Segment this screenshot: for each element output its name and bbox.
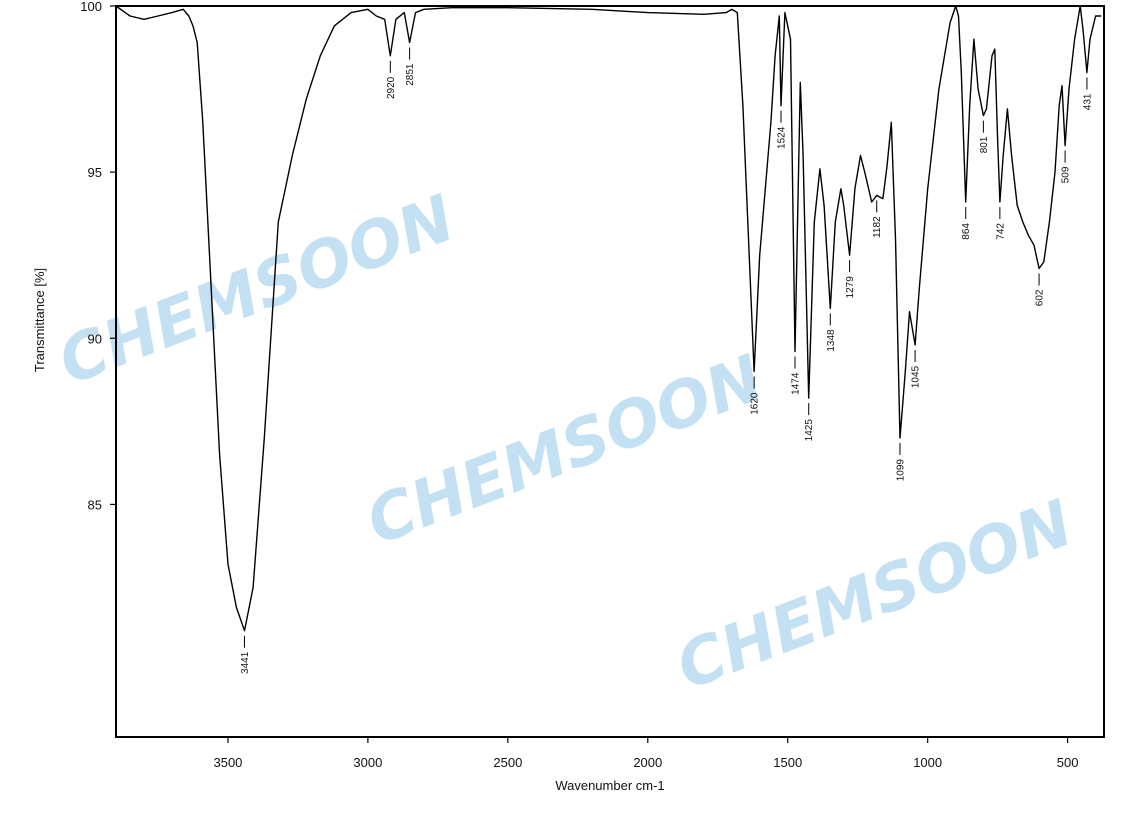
x-axis: 3500 3000 2500 2000 1500 1000 500 (213, 737, 1078, 770)
peak-label: 431 (1082, 93, 1093, 110)
watermark-text: CHEMSOON (667, 487, 1082, 705)
watermark-text: CHEMSOON (49, 182, 464, 400)
peak-label: 509 (1061, 166, 1072, 183)
peak-label: 864 (961, 223, 972, 240)
watermark-layer: CHEMSOON CHEMSOON CHEMSOON (49, 182, 1082, 705)
x-tick-label: 3500 (213, 755, 242, 770)
peak-label: 2851 (405, 63, 416, 86)
y-tick-label: 95 (88, 165, 102, 180)
x-tick-label: 1500 (773, 755, 802, 770)
peak-label: 1620 (750, 392, 761, 415)
x-axis-title: Wavenumber cm-1 (555, 778, 664, 793)
y-axis: 100 95 90 85 (80, 0, 116, 512)
x-tick-label: 1000 (913, 755, 942, 770)
plot-frame (115, 5, 1105, 738)
x-tick-label: 500 (1057, 755, 1079, 770)
y-tick-label: 100 (80, 0, 102, 14)
y-tick-label: 85 (88, 497, 102, 512)
peak-label: 3441 (240, 651, 251, 674)
peak-label: 602 (1035, 289, 1046, 306)
peak-label: 1045 (911, 365, 922, 388)
peak-label: 1348 (826, 329, 837, 352)
peak-label: 1099 (896, 459, 907, 482)
peak-label: 1524 (777, 126, 788, 149)
y-axis-title: Transmittance [%] (32, 268, 47, 372)
peak-label: 1182 (872, 216, 883, 238)
peak-markers: 3441 2920 2851 1620 1524 1474 1425 1348 1279 1182… (240, 47, 1093, 674)
peak-label: 1425 (804, 419, 815, 442)
x-tick-label: 3000 (353, 755, 382, 770)
x-tick-label: 2000 (633, 755, 662, 770)
spectrum-line (115, 5, 1102, 632)
y-tick-label: 90 (88, 331, 102, 346)
watermark-text: CHEMSOON (357, 342, 772, 560)
peak-label: 1279 (845, 276, 856, 299)
peak-label: 742 (995, 223, 1006, 240)
peak-label: 2920 (386, 76, 397, 99)
x-tick-label: 2500 (493, 755, 522, 770)
peak-label: 1474 (791, 372, 802, 395)
peak-label: 801 (979, 136, 990, 153)
